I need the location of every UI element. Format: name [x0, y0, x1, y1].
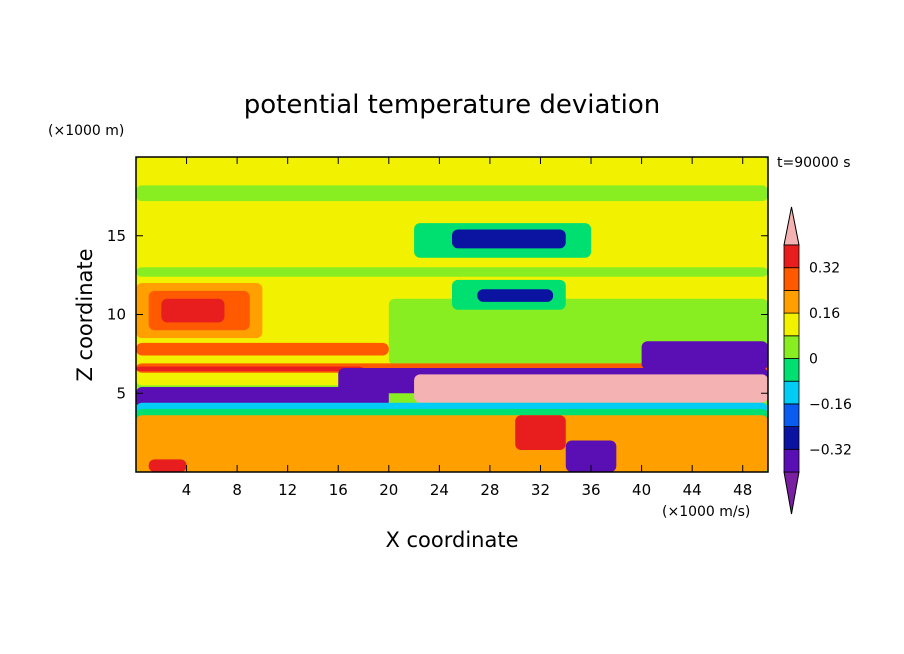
x-tick-label: 12 — [278, 481, 297, 499]
contour-region-16 — [414, 374, 768, 403]
x-tick-label: 32 — [531, 481, 550, 499]
colorbar-label: 0 — [809, 352, 818, 368]
x-tick-label: 16 — [329, 481, 348, 499]
colorbar-segment — [783, 358, 800, 382]
contour-region-10 — [161, 298, 225, 323]
colorbar-segment — [783, 289, 800, 314]
x-tick-label: 20 — [379, 481, 398, 499]
contour-region-21 — [515, 415, 566, 450]
colorbar-label: −0.16 — [809, 397, 852, 413]
y-unit-label: (×1000 m) — [48, 123, 124, 139]
contour-region-2 — [136, 267, 768, 277]
colorbar-segment — [783, 335, 800, 359]
contour-region-1 — [136, 185, 768, 202]
colorbar-label: 0.32 — [809, 261, 840, 277]
x-tick-label: 24 — [430, 481, 449, 499]
y-tick-label: 10 — [107, 306, 126, 324]
colorbar-segment — [783, 448, 800, 473]
contour-region-23 — [148, 459, 187, 472]
y-axis: 5 10 15 — [107, 227, 768, 402]
x-axis-title: X coordinate — [385, 528, 518, 552]
colorbar-label: −0.32 — [809, 442, 852, 458]
y-tick-label: 15 — [107, 227, 126, 245]
contour-region-22 — [565, 440, 617, 472]
colorbar-segment — [783, 403, 800, 427]
colorbar-segment — [783, 426, 800, 450]
contour-region-11 — [136, 342, 389, 356]
colorbar-segment — [783, 244, 800, 269]
x-tick-label: 8 — [232, 481, 242, 499]
colorbar: 0.32 0.16 0 −0.16 −0.32 — [783, 206, 852, 515]
time-label: t=90000 s — [777, 155, 851, 171]
x-tick-label: 28 — [480, 481, 499, 499]
x-tick-label: 36 — [581, 481, 600, 499]
colorbar-segment — [783, 380, 800, 405]
chart-title: potential temperature deviation — [244, 90, 660, 120]
plot-area — [136, 157, 768, 472]
y-tick-label: 5 — [116, 384, 126, 402]
y-axis-title: Z coordinate — [73, 248, 97, 381]
x-tick-label: 4 — [182, 481, 192, 499]
contour-region-17 — [136, 386, 389, 408]
x-tick-label: 44 — [683, 481, 702, 499]
contour-region-20 — [136, 415, 768, 472]
x-unit-label: (×1000 m/s) — [662, 504, 750, 520]
contour-region-7 — [477, 289, 554, 302]
x-tick-label: 48 — [733, 481, 752, 499]
colorbar-segment — [783, 312, 800, 337]
x-tick-label: 40 — [632, 481, 651, 499]
contour-region-5 — [452, 229, 566, 249]
colorbar-segment — [783, 267, 800, 291]
contour-region-15 — [641, 341, 768, 370]
contour-region-13 — [136, 366, 364, 372]
colorbar-label: 0.16 — [809, 306, 840, 322]
x-axis: 4 8 12 16 20 24 28 32 36 40 44 48 — [182, 157, 752, 499]
